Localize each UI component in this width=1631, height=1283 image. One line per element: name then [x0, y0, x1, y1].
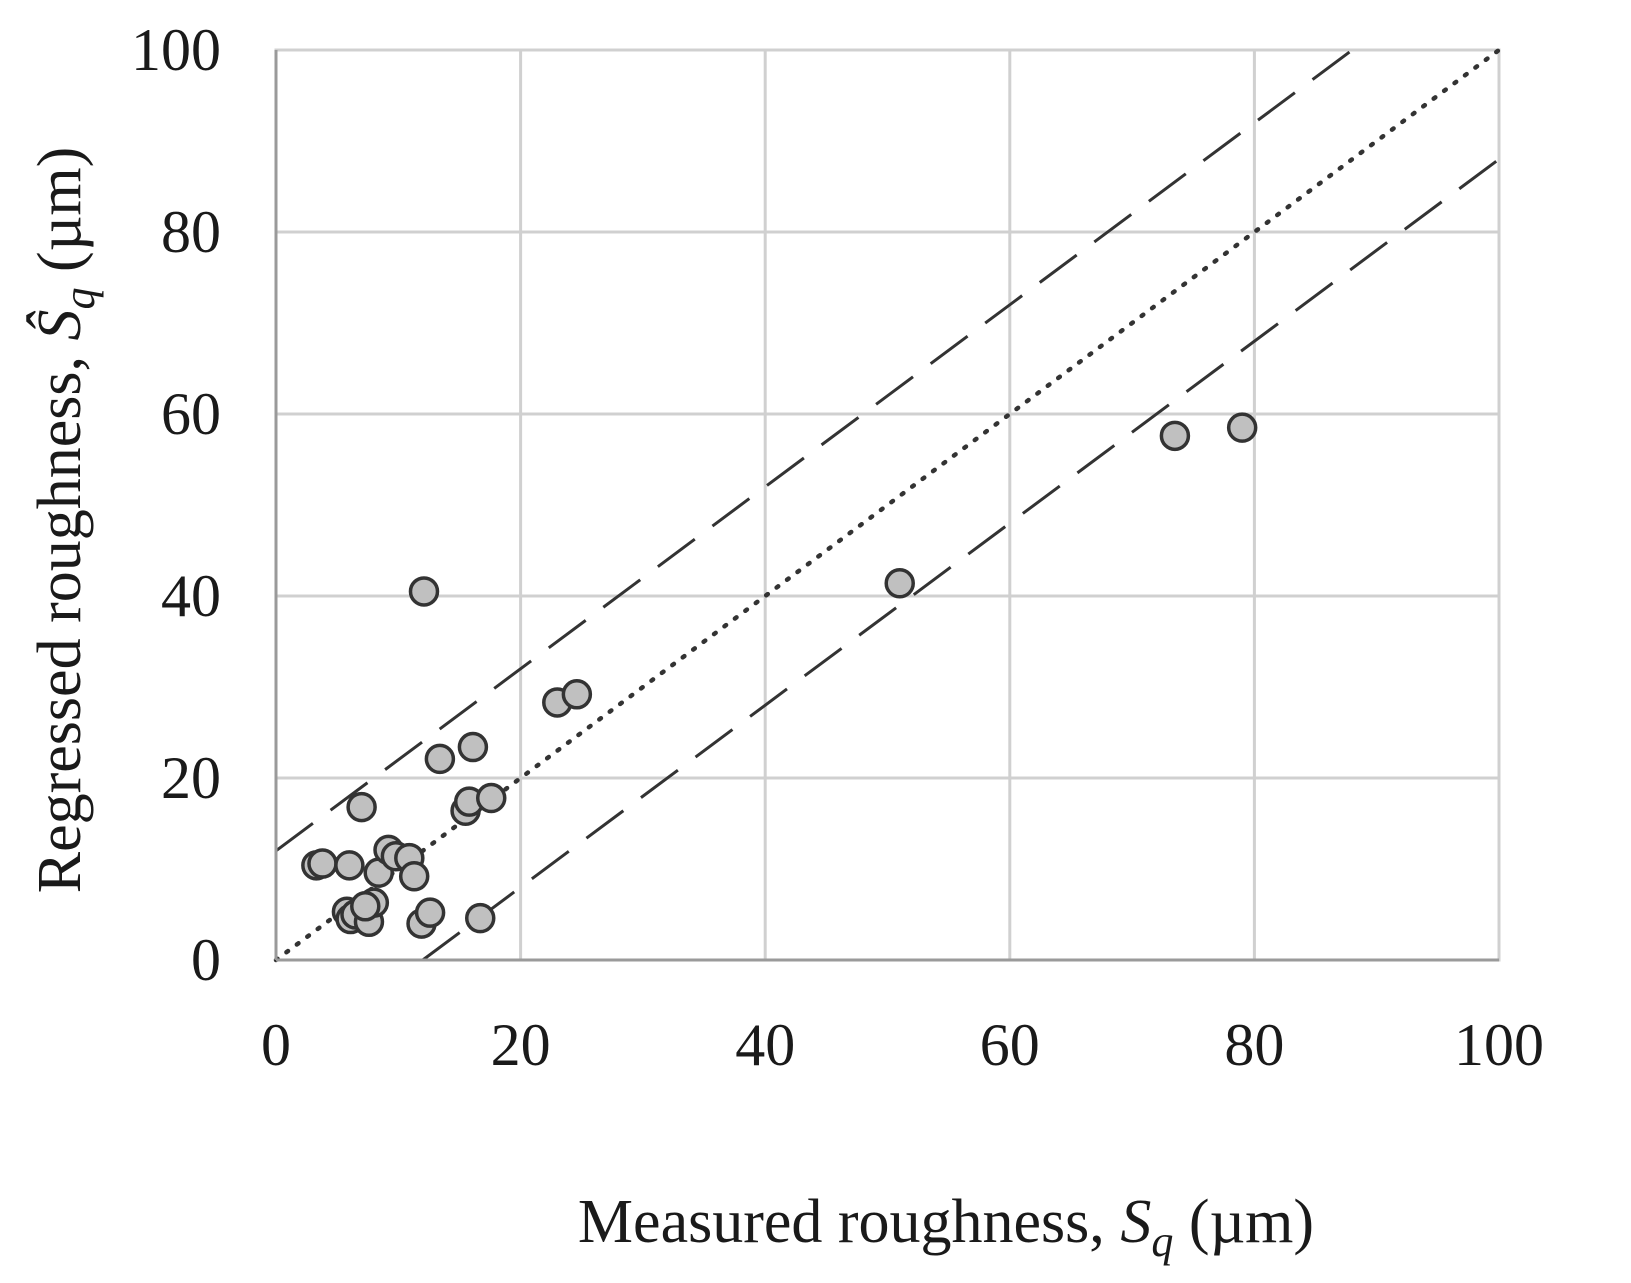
- x-axis-symbol: S: [1120, 1188, 1151, 1256]
- data-point: [475, 782, 507, 814]
- y-tick-label: 100: [131, 17, 221, 83]
- x-tick-label: 80: [1224, 1012, 1284, 1078]
- data-point: [350, 891, 381, 922]
- data-point: [307, 848, 338, 879]
- y-axis-subscript: q: [55, 288, 104, 310]
- x-tick-label: 100: [1454, 1012, 1544, 1078]
- data-point: [464, 902, 496, 934]
- y-tick-label: 60: [161, 381, 221, 447]
- y-axis-title: Regressed roughness, Ŝq (µm): [26, 147, 104, 893]
- y-tick-label: 40: [161, 563, 221, 629]
- reference-line-upper-bound: [275, 48, 1354, 853]
- data-point: [398, 861, 430, 892]
- tick-labels: 0 20 40 60 80 100 0 20 40 60 80 100: [131, 17, 1544, 1078]
- y-tick-label: 80: [161, 199, 221, 265]
- data-point: [561, 679, 593, 710]
- data-point: [1226, 412, 1258, 443]
- data-point: [346, 791, 377, 823]
- data-points: [301, 412, 1258, 939]
- x-axis-title: Measured roughness, Sq (µm): [578, 1188, 1314, 1266]
- x-tick-label: 40: [735, 1012, 795, 1078]
- data-point: [884, 568, 915, 599]
- y-tick-label: 20: [161, 745, 221, 811]
- data-point: [457, 731, 489, 763]
- reference-line-lower-bound: [421, 157, 1500, 962]
- data-point: [334, 850, 365, 881]
- y-tick-label: 0: [191, 927, 221, 993]
- reference-lines: [273, 47, 1502, 963]
- data-point: [414, 897, 446, 928]
- axes: [274, 50, 1499, 962]
- x-tick-label: 0: [261, 1012, 291, 1078]
- x-tick-label: 60: [980, 1012, 1040, 1078]
- y-axis-unit: (µm): [26, 147, 94, 288]
- y-axis-symbol: Ŝ: [26, 310, 94, 341]
- data-point: [408, 576, 440, 607]
- data-point: [1159, 420, 1191, 452]
- x-axis-unit: (µm): [1173, 1188, 1314, 1256]
- data-point: [424, 743, 456, 775]
- x-tick-label: 20: [491, 1012, 551, 1078]
- x-axis-subscript: q: [1151, 1217, 1173, 1266]
